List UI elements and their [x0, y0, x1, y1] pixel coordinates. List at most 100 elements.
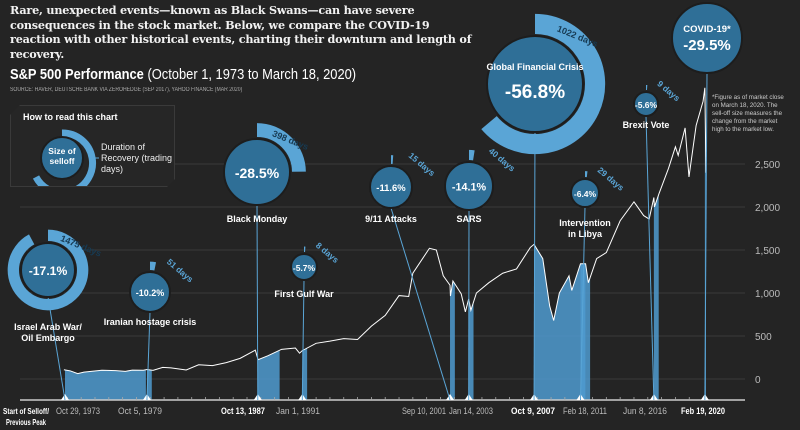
selloff-value: -56.8% [505, 82, 565, 103]
event-bubble[interactable]: 40 days-14.1%SARS [444, 146, 517, 224]
recovery-days-label: 29 days [596, 165, 627, 193]
event-connector [533, 131, 536, 401]
event-connector [256, 204, 259, 401]
event-connector [146, 311, 151, 401]
event-date-label[interactable]: Jan 1, 1991 [276, 406, 320, 416]
event-date-label[interactable]: Oct 5, 1979 [118, 406, 162, 416]
event-name: in Libya [568, 229, 603, 239]
event-connector [645, 115, 655, 401]
recovery-shade [653, 194, 659, 400]
legend-duration-label: Duration of Recovery (trading days) [101, 142, 173, 174]
event-name: Oil Embargo [21, 333, 75, 343]
legend-size-label: Size of selloff [48, 146, 76, 166]
event-bubble[interactable]: 15 days-11.6%9/11 Attacks [365, 150, 437, 224]
selloff-circle [671, 2, 743, 74]
source-text: SOURCE: HAVER, DEUTSCHE BANK VIA ZEROHED… [10, 87, 243, 93]
intro-text: Rare, unexpected events—known as Black S… [10, 3, 472, 61]
selloff-value: -6.4% [574, 189, 597, 199]
title-main: S&P 500 Performance [10, 66, 144, 83]
event-bubble[interactable]: 9 days-5.6% Brexit Vote [623, 78, 683, 130]
selloff-circle [633, 91, 659, 117]
selloff-value: -5.7% [293, 263, 316, 273]
event-bubble[interactable]: 398 days-28.5%Black Monday [223, 123, 310, 224]
selloff-value: -5.6% [635, 100, 658, 110]
event-date-label[interactable]: Feb 18, 2011 [563, 406, 607, 416]
recovery-ring [481, 13, 606, 155]
price-line [63, 87, 707, 375]
recovery-ring [149, 261, 157, 271]
event-connector [47, 296, 66, 401]
recovery-shade [534, 244, 591, 400]
selloff-circle [20, 242, 76, 298]
event-connector [390, 207, 451, 401]
recovery-shade [450, 280, 455, 400]
y-tick-label: 0 [755, 375, 761, 386]
event-bubble[interactable]: 51 days-10.2% Iranian hostage crisis [104, 257, 197, 327]
y-tick-label: 2,000 [755, 203, 780, 214]
chart-title: S&P 500 Performance (October 1, 1973 to … [10, 66, 356, 83]
recovery-shade [65, 369, 146, 400]
y-tick-label: 1,000 [755, 289, 780, 300]
event-date-label[interactable]: Jan 14, 2003 [449, 406, 493, 416]
start-label-2: Previous Peak [6, 417, 46, 427]
selloff-circle [223, 138, 291, 206]
recovery-days-label: 8 days [314, 240, 341, 265]
selloff-circle [444, 161, 494, 211]
footnote: *Figure as of market close on March 18, … [712, 94, 784, 133]
legend-box: How to read this chart Size of selloff D… [10, 105, 175, 187]
event-name: Intervention [559, 218, 611, 228]
y-tick-label: 1,500 [755, 246, 780, 257]
legend-title: How to read this chart [23, 112, 118, 122]
event-bubble[interactable]: 1475 days-17.1%Israel Arab War/Oil Embar… [7, 229, 103, 343]
event-date-label[interactable]: Sep 10, 2001 [402, 406, 446, 416]
event-connector [579, 206, 586, 401]
event-date-label[interactable]: Oct 29, 1973 [56, 406, 100, 416]
recovery-shade [257, 350, 280, 400]
start-label: Start of Selloff/ [3, 406, 49, 416]
event-bubble[interactable]: 8 days-5.7% First Gulf War [274, 240, 341, 299]
selloff-value: -28.5% [235, 165, 280, 181]
recovery-days-label: 9 days [655, 78, 682, 103]
title-range: (October 1, 1973 to March 18, 2020) [147, 66, 357, 83]
recovery-ring [7, 229, 89, 311]
gridlines: 0 500 1,000 1,500 2,000 2,500 [20, 160, 780, 386]
selloff-value: -14.1% [452, 181, 487, 193]
event-bubbles: 1475 days-17.1%Israel Arab War/Oil Embar… [7, 2, 743, 401]
y-tick-label: 2,500 [755, 160, 780, 171]
event-marker-icon [446, 394, 455, 400]
selloff-circle [290, 253, 318, 281]
event-name: Black Monday [227, 214, 288, 224]
event-date-label[interactable]: Feb 19, 2020 [681, 406, 725, 416]
event-date-label[interactable]: Oct 9, 2007 [511, 406, 555, 416]
event-connector [301, 279, 305, 401]
event-name: 9/11 Attacks [365, 214, 417, 224]
sp500-line [63, 87, 707, 375]
selloff-circle [570, 178, 600, 208]
selloff-circle [129, 271, 171, 313]
selloff-value: -10.2% [136, 288, 165, 298]
recovery-ring [256, 123, 306, 173]
selloff-circle [486, 35, 584, 133]
event-name: Israel Arab War/ [14, 322, 82, 332]
y-tick-label: 500 [755, 332, 772, 343]
event-name: COVID-19* [683, 24, 731, 35]
event-date-label[interactable]: Jun 8, 2016 [623, 406, 667, 416]
event-name: Global Financial Crisis [486, 62, 583, 72]
event-name: First Gulf War [274, 289, 334, 299]
selloff-value: -29.5% [683, 37, 731, 54]
event-connector [704, 72, 708, 401]
event-bubble[interactable]: COVID-19* -29.5% [671, 2, 743, 74]
legend-bubble-icon [11, 106, 174, 186]
event-name: Iranian hostage crisis [104, 317, 197, 327]
event-name: SARS [456, 214, 481, 224]
selloff-value: -17.1% [29, 264, 68, 278]
event-date-label[interactable]: Oct 13, 1987 [221, 406, 265, 416]
selloff-value: -11.6% [376, 183, 406, 194]
recovery-shade [468, 299, 474, 400]
event-name: Brexit Vote [623, 120, 670, 130]
selloff-circle [369, 165, 413, 209]
recovery-shade [302, 348, 308, 400]
